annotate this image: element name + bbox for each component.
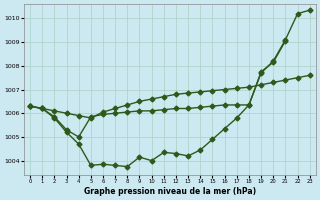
X-axis label: Graphe pression niveau de la mer (hPa): Graphe pression niveau de la mer (hPa) (84, 187, 256, 196)
